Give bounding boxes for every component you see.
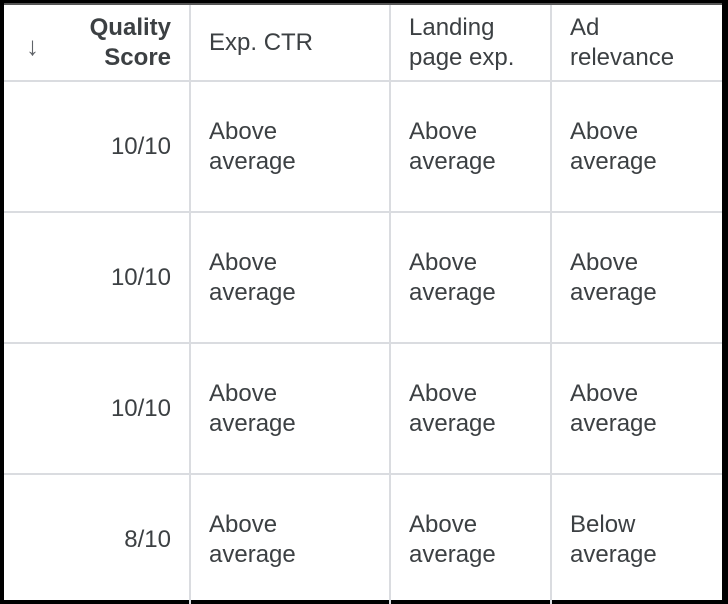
landing-cell: Above average	[389, 80, 552, 213]
table-row: 10/10 Above average Above average Above averag…	[4, 80, 722, 213]
ad-cell: Below average	[550, 473, 722, 604]
ctr-cell: Above average	[189, 342, 391, 475]
table-row: 8/10 Above average Above average Below average	[4, 473, 722, 604]
column-header-landing-page-exp[interactable]: Landing page exp.	[389, 5, 552, 82]
ctr-cell: Above average	[189, 211, 391, 344]
ad-cell: Above average	[550, 80, 722, 213]
quality-score-cell: 10/10	[4, 342, 191, 475]
ad-cell: Above average	[550, 342, 722, 475]
table-row: 10/10 Above average Above average Above averag…	[4, 211, 722, 344]
landing-cell: Above average	[389, 211, 552, 344]
column-header-quality-score[interactable]: ↓ Quality Score	[4, 5, 191, 82]
ctr-cell: Above average	[189, 80, 391, 213]
table-row: 10/10 Above average Above average Above averag…	[4, 342, 722, 475]
quality-score-cell: 10/10	[4, 80, 191, 213]
quality-score-cell: 8/10	[4, 473, 191, 604]
column-header-exp-ctr[interactable]: Exp. CTR	[189, 5, 391, 82]
column-header-ad-relevance[interactable]: Ad relevance	[550, 5, 722, 82]
landing-cell: Above average	[389, 473, 552, 604]
quality-score-table: ↓ Quality Score Exp. CTR Landing page ex…	[4, 3, 722, 604]
ad-cell: Above average	[550, 211, 722, 344]
quality-score-cell: 10/10	[4, 211, 191, 344]
landing-cell: Above average	[389, 342, 552, 475]
arrow-down-icon[interactable]: ↓	[26, 31, 39, 61]
table-header-row: ↓ Quality Score Exp. CTR Landing page ex…	[4, 5, 722, 82]
ctr-cell: Above average	[189, 473, 391, 604]
